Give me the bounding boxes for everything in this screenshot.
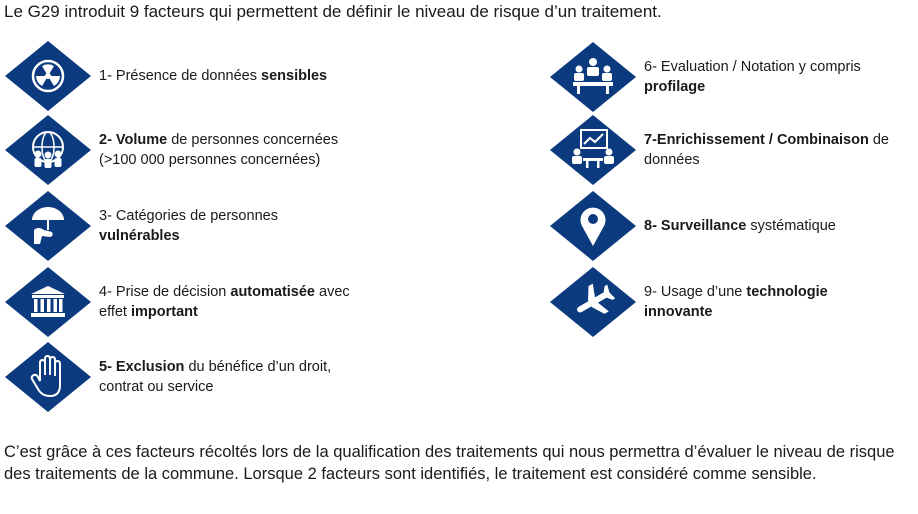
factor-3-bold: vulnérables <box>99 228 180 244</box>
factor-3: 3- Catégories de personnes vulnérables <box>4 190 359 262</box>
intro-text: Le G29 introduit 9 facteurs qui permette… <box>4 2 662 21</box>
stop-hand-icon <box>4 341 92 413</box>
airplane-icon <box>549 266 637 338</box>
factor-7-bold: 7-Enrichissement / Combinaison <box>644 132 869 148</box>
factor-4-bold2: important <box>130 304 198 320</box>
factor-6-bold: profilage <box>644 79 706 95</box>
factor-1: 1- Présence de données sensibles <box>4 40 359 112</box>
factor-6: 6- Evaluation / Notation y compris profi… <box>549 41 904 113</box>
factor-2-post: de personnes concernées (>100 000 person… <box>99 132 339 168</box>
institution-icon <box>4 266 92 338</box>
outro-text: C’est grâce à ces facteurs récoltés lors… <box>4 443 895 483</box>
factor-1-pre: 1- Présence de données <box>99 68 262 84</box>
factor-7-post: de données <box>644 132 889 168</box>
factor-2-bold: 2- Volume <box>99 132 168 148</box>
factor-8-bold: 8- Surveillance <box>644 218 747 234</box>
factor-4-pre: 4- Prise de décision <box>99 284 231 300</box>
factor-9-bold: technologie innovante <box>644 284 828 320</box>
factor-5-post: du bénéfice d’un droit, contrat ou servi… <box>99 359 332 395</box>
factor-8-post: systématique <box>746 218 836 234</box>
factor-2: 2- Volume de personnes concernées (>100 … <box>4 114 359 186</box>
factor-8: 8- Surveillance systématique <box>549 190 904 262</box>
radiation-icon <box>4 40 92 112</box>
crowd-globe-icon <box>4 114 92 186</box>
factor-3-pre: 3- Catégories de personnes <box>99 208 278 224</box>
meeting-icon <box>549 41 637 113</box>
factor-9-pre: 9- Usage d’une <box>644 284 747 300</box>
factor-4-bold: automatisée <box>230 284 315 300</box>
factor-5-bold: 5- Exclusion <box>99 359 185 375</box>
presentation-icon <box>549 114 637 186</box>
factor-6-pre: 6- Evaluation / Notation y compris <box>644 59 861 75</box>
factor-9: 9- Usage d’une technologie innovante <box>549 266 844 338</box>
factor-5: 5- Exclusion du bénéfice d’un droit, con… <box>4 341 359 413</box>
factor-4-post: avec effet <box>99 284 350 320</box>
umbrella-hand-icon <box>4 190 92 262</box>
factor-7: 7-Enrichissement / Combinaison de donnée… <box>549 114 904 186</box>
factor-1-bold: sensibles <box>261 68 328 84</box>
factor-4: 4- Prise de décision automatisée avec ef… <box>4 266 359 338</box>
location-pin-icon <box>549 190 637 262</box>
